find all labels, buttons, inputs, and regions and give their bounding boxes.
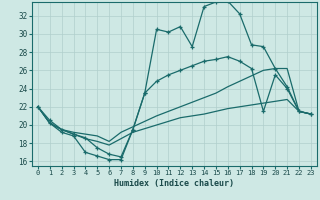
X-axis label: Humidex (Indice chaleur): Humidex (Indice chaleur) [115, 179, 234, 188]
